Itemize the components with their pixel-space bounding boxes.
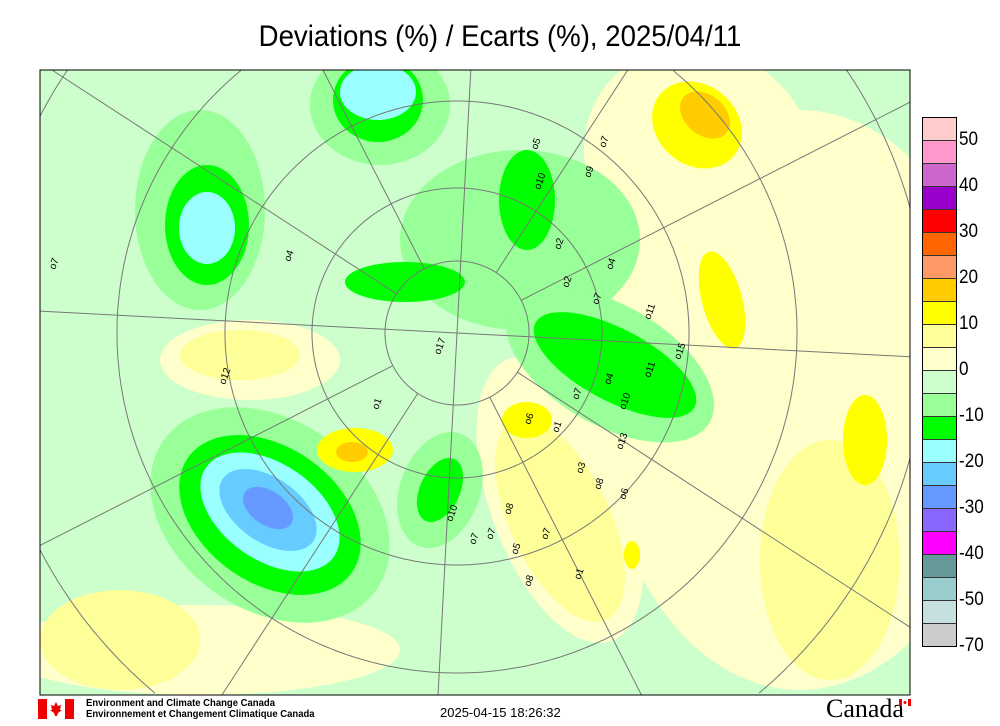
station-value: o4 <box>602 371 616 386</box>
map-frame <box>39 69 911 696</box>
station-value: o7 <box>539 526 553 541</box>
station-value: o1 <box>572 566 586 581</box>
meridian-line <box>51 69 397 295</box>
legend-bin <box>923 555 956 578</box>
legend-label: -70 <box>959 635 984 656</box>
meridian-line <box>39 310 458 334</box>
meridian-line <box>456 332 911 358</box>
station-value: o7 <box>484 526 498 541</box>
legend-bin <box>923 486 956 509</box>
station-value: o5 <box>509 541 523 556</box>
legend-label: 40 <box>959 175 979 196</box>
legend-label: 20 <box>959 267 979 288</box>
station-value: o3 <box>574 460 588 475</box>
legend-bin <box>923 601 956 624</box>
station-value: o8 <box>502 501 516 516</box>
map-title: Deviations (%) / Ecarts (%), 2025/04/11 <box>258 20 742 53</box>
legend-bin <box>923 256 956 279</box>
latitude-circle <box>116 70 798 674</box>
legend-bin <box>923 578 956 601</box>
legend-bin <box>923 302 956 325</box>
meridian-line <box>520 101 911 301</box>
station-value: o4 <box>282 248 296 263</box>
legend-bin <box>923 624 956 646</box>
station-value: o9 <box>582 164 596 179</box>
latitude-circle <box>384 260 530 406</box>
station-value: o6 <box>522 411 536 426</box>
legend-bin <box>923 371 956 394</box>
meridian-line <box>322 69 425 270</box>
station-value: o7 <box>570 386 584 401</box>
legend-bin <box>923 394 956 417</box>
legend-bin <box>923 118 956 141</box>
legend-bin <box>923 348 956 371</box>
station-value: o11 <box>642 360 658 379</box>
wordmark-flag-icon <box>899 699 911 706</box>
legend-bin <box>923 532 956 555</box>
legend-label: -50 <box>959 589 984 610</box>
legend-bin <box>923 417 956 440</box>
legend-bin <box>923 279 956 302</box>
legend-label: 0 <box>959 359 969 380</box>
station-value: o1 <box>370 396 384 411</box>
meridian-line <box>456 69 472 334</box>
legend-label: 30 <box>959 221 979 242</box>
meridian-line <box>437 332 458 696</box>
latitude-circle <box>39 69 911 694</box>
station-value: o8 <box>522 573 536 588</box>
legend-label: -20 <box>959 451 984 472</box>
legend-label: 10 <box>959 313 979 334</box>
legend-bin <box>923 187 956 210</box>
legend-label: -40 <box>959 543 984 564</box>
station-value: o7 <box>467 531 481 546</box>
latitude-circle <box>311 187 603 479</box>
meridian-line <box>517 371 911 628</box>
station-value: o2 <box>552 236 566 251</box>
legend-bin <box>923 233 956 256</box>
org-name-fr: Environnement et Changement Climatique C… <box>86 709 315 720</box>
station-value: o7 <box>597 134 611 149</box>
legend-label: -10 <box>959 405 984 426</box>
org-name-en: Environment and Climate Change Canada <box>86 698 275 709</box>
station-value: o7 <box>47 256 61 271</box>
organization-name: Environment and Climate Change Canada En… <box>86 698 315 720</box>
station-value: o7 <box>590 291 604 306</box>
latitude-circle <box>224 100 690 566</box>
contour-fills <box>40 70 910 695</box>
lat-lon-grid <box>39 69 911 696</box>
legend-bin <box>923 463 956 486</box>
canada-flag-icon <box>38 699 74 719</box>
legend-bin <box>923 164 956 187</box>
legend-bin <box>923 509 956 532</box>
legend-label: -30 <box>959 497 984 518</box>
legend-bin <box>923 325 956 348</box>
station-value: o1 <box>550 419 564 434</box>
meridian-line <box>39 365 394 546</box>
station-value: o8 <box>592 476 606 491</box>
generation-timestamp: 2025-04-15 18:26:32 <box>440 705 561 720</box>
station-value: o6 <box>617 486 631 501</box>
station-value: o2 <box>560 274 574 289</box>
canada-wordmark: Canada <box>826 694 904 723</box>
legend-bin <box>923 440 956 463</box>
station-value: o11 <box>642 302 658 321</box>
station-value: o5 <box>529 136 543 151</box>
meridian-line <box>489 396 642 696</box>
legend-bin <box>923 141 956 164</box>
legend-bin <box>923 210 956 233</box>
legend-label: 50 <box>959 129 979 150</box>
meridian-line <box>221 393 419 696</box>
color-legend <box>922 117 957 647</box>
meridian-line <box>495 69 629 273</box>
station-value: o4 <box>604 256 618 271</box>
